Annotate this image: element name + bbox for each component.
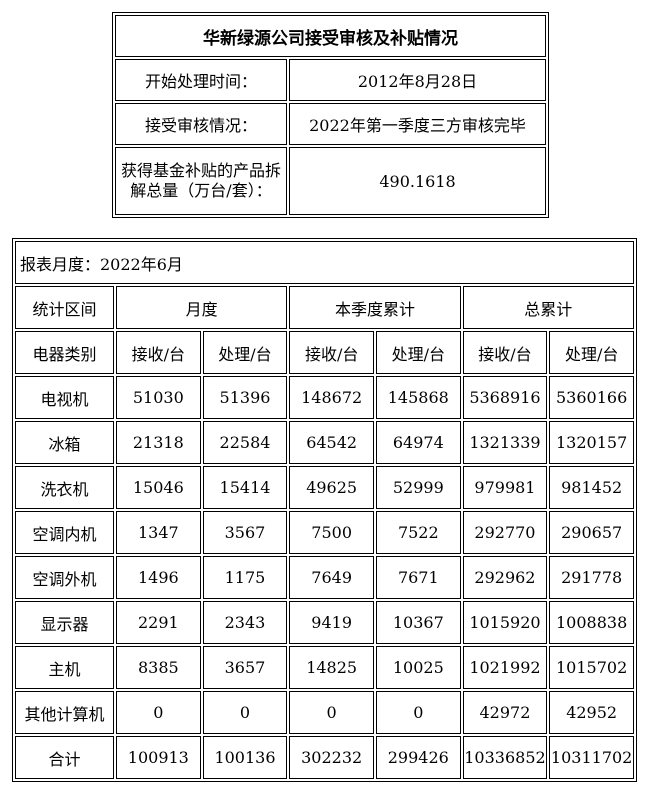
value-cell: 51030 — [116, 376, 201, 419]
value-cell: 1347 — [116, 511, 201, 554]
value-cell: 64542 — [289, 421, 374, 464]
period-monthly: 月度 — [116, 286, 288, 329]
sub-header: 接收/台 — [116, 331, 201, 374]
value-cell: 5360166 — [549, 376, 634, 419]
value-cell: 100913 — [116, 736, 201, 779]
value-cell: 291778 — [549, 556, 634, 599]
period-total: 总累计 — [462, 286, 634, 329]
report-table: 报表月度：2022年6月 统计区间 月度 本季度累计 总累计 电器类别 接收/台… — [12, 238, 637, 782]
value-cell: 1008838 — [549, 601, 634, 644]
category-name: 合计 — [15, 736, 114, 779]
value-cell: 10025 — [375, 646, 461, 689]
value-cell: 302232 — [289, 736, 374, 779]
table-row: 空调内机 1347 3567 7500 7522 292770 290657 — [15, 511, 634, 554]
value-cell: 1021992 — [462, 646, 548, 689]
value-cell: 15046 — [116, 466, 201, 509]
value-cell: 9419 — [289, 601, 374, 644]
value-cell: 7500 — [289, 511, 374, 554]
period-quarter: 本季度累计 — [289, 286, 461, 329]
category-name: 主机 — [15, 646, 114, 689]
summary-value: 2012年8月28日 — [289, 59, 546, 101]
value-cell: 1175 — [202, 556, 288, 599]
sub-header: 处理/台 — [549, 331, 634, 374]
category-name: 其他计算机 — [15, 691, 114, 734]
value-cell: 51396 — [202, 376, 288, 419]
table-row: 显示器 2291 2343 9419 10367 1015920 1008838 — [15, 601, 634, 644]
value-cell: 3567 — [202, 511, 288, 554]
category-name: 空调外机 — [15, 556, 114, 599]
value-cell: 2343 — [202, 601, 288, 644]
value-cell: 3657 — [202, 646, 288, 689]
value-cell: 0 — [116, 691, 201, 734]
value-cell: 299426 — [375, 736, 461, 779]
category-name: 显示器 — [15, 601, 114, 644]
category-name: 洗衣机 — [15, 466, 114, 509]
value-cell: 1321339 — [462, 421, 548, 464]
value-cell: 21318 — [116, 421, 201, 464]
value-cell: 981452 — [549, 466, 634, 509]
summary-label: 开始处理时间： — [115, 59, 287, 101]
category-name: 空调内机 — [15, 511, 114, 554]
report-month: 报表月度：2022年6月 — [15, 241, 634, 284]
value-cell: 42952 — [549, 691, 634, 734]
value-cell: 979981 — [462, 466, 548, 509]
sub-header: 处理/台 — [202, 331, 288, 374]
value-cell: 1320157 — [549, 421, 634, 464]
table-row: 合计 100913 100136 302232 299426 10336852 103117… — [15, 736, 634, 779]
table-row: 洗衣机 15046 15414 49625 52999 979981 981452 — [15, 466, 634, 509]
summary-label: 获得基金补贴的产品拆解总量（万台/套）： — [115, 147, 287, 215]
table-row: 其他计算机 0 0 0 0 42972 42952 — [15, 691, 634, 734]
value-cell: 10311702 — [549, 736, 634, 779]
sub-header: 接收/台 — [462, 331, 548, 374]
value-cell: 292770 — [462, 511, 548, 554]
table-row: 冰箱 21318 22584 64542 64974 1321339 1320157 — [15, 421, 634, 464]
sub-header: 接收/台 — [289, 331, 374, 374]
summary-label: 接受审核情况： — [115, 103, 287, 145]
category-name: 电视机 — [15, 376, 114, 419]
value-cell: 52999 — [375, 466, 461, 509]
sub-header: 处理/台 — [375, 331, 461, 374]
value-cell: 100136 — [202, 736, 288, 779]
value-cell: 14825 — [289, 646, 374, 689]
value-cell: 0 — [289, 691, 374, 734]
value-cell: 42972 — [462, 691, 548, 734]
category-name: 冰箱 — [15, 421, 114, 464]
value-cell: 1015702 — [549, 646, 634, 689]
value-cell: 64974 — [375, 421, 461, 464]
value-cell: 0 — [202, 691, 288, 734]
summary-row: 开始处理时间： 2012年8月28日 — [115, 59, 546, 101]
value-cell: 8385 — [116, 646, 201, 689]
value-cell: 22584 — [202, 421, 288, 464]
value-cell: 7649 — [289, 556, 374, 599]
table-row: 空调外机 1496 1175 7649 7671 292962 291778 — [15, 556, 634, 599]
category-header: 电器类别 — [15, 331, 114, 374]
value-cell: 10367 — [375, 601, 461, 644]
value-cell: 145868 — [375, 376, 461, 419]
summary-table: 华新绿源公司接受审核及补贴情况 开始处理时间： 2012年8月28日 接受审核情况… — [112, 12, 549, 218]
value-cell: 148672 — [289, 376, 374, 419]
summary-title: 华新绿源公司接受审核及补贴情况 — [115, 15, 546, 57]
value-cell: 7671 — [375, 556, 461, 599]
value-cell: 1015920 — [462, 601, 548, 644]
summary-row: 接受审核情况： 2022年第一季度三方审核完毕 — [115, 103, 546, 145]
summary-value: 2022年第一季度三方审核完毕 — [289, 103, 546, 145]
value-cell: 49625 — [289, 466, 374, 509]
value-cell: 7522 — [375, 511, 461, 554]
table-row: 电视机 51030 51396 148672 145868 5368916 5360166 — [15, 376, 634, 419]
value-cell: 10336852 — [462, 736, 548, 779]
value-cell: 1496 — [116, 556, 201, 599]
value-cell: 2291 — [116, 601, 201, 644]
summary-value: 490.1618 — [289, 147, 546, 215]
summary-row: 获得基金补贴的产品拆解总量（万台/套）： 490.1618 — [115, 147, 546, 215]
period-header: 统计区间 — [15, 286, 114, 329]
value-cell: 15414 — [202, 466, 288, 509]
value-cell: 292962 — [462, 556, 548, 599]
table-row: 主机 8385 3657 14825 10025 1021992 1015702 — [15, 646, 634, 689]
value-cell: 5368916 — [462, 376, 548, 419]
value-cell: 290657 — [549, 511, 634, 554]
value-cell: 0 — [375, 691, 461, 734]
